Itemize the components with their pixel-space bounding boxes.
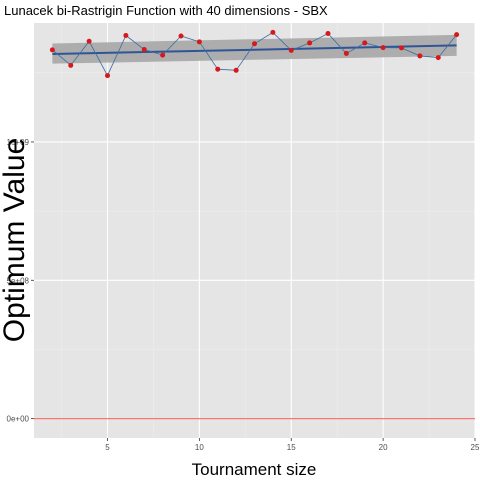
data-point [326,31,331,36]
data-point [68,63,73,68]
data-point [436,55,441,60]
data-point [87,39,92,44]
data-point [454,32,459,37]
data-point [142,47,147,52]
y-tick-label: 0e+00 [7,415,30,424]
data-point [307,40,312,45]
chart-title: Lunacek bi-Rastrigin Function with 40 di… [4,3,328,18]
data-point [50,47,55,52]
data-point [160,53,165,58]
data-point [417,53,422,58]
plot-panel [34,23,475,438]
data-point [362,40,367,45]
x-tick-label: 20 [379,443,388,452]
x-axis-ticks: 5 10 15 20 25 [105,438,480,452]
data-point [234,68,239,73]
data-point [179,34,184,39]
data-point [399,45,404,50]
x-axis-label: Tournament size [192,460,317,479]
data-point [252,41,257,46]
data-point [344,51,349,56]
data-point [289,48,294,53]
data-point [197,39,202,44]
x-tick-label: 5 [105,443,110,452]
data-point [215,67,220,72]
x-tick-label: 15 [287,443,296,452]
y-axis-label: Optimum Value [0,138,31,343]
x-tick-label: 25 [471,443,480,452]
data-point [105,73,110,78]
data-point [270,30,275,35]
data-point [123,33,128,38]
data-point [381,45,386,50]
x-tick-label: 10 [195,443,204,452]
